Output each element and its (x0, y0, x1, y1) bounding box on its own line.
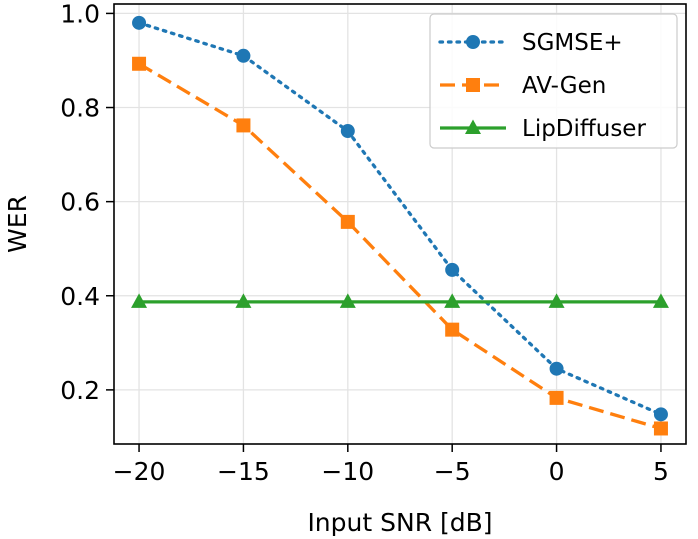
x-tick-label: −10 (321, 457, 374, 486)
legend-marker-av-gen (466, 78, 480, 92)
data-point-lipdiffuser (131, 293, 148, 308)
data-point-av-gen (236, 118, 251, 133)
data-point-lipdiffuser (652, 293, 669, 308)
data-point-lipdiffuser (548, 293, 565, 308)
series-line-sgmse (137, 21, 663, 417)
data-point-av-gen (549, 390, 564, 405)
data-point-sgmse (653, 407, 668, 422)
y-axis-label: WER (3, 195, 32, 253)
data-point-sgmse (236, 48, 251, 63)
ticks: −20 −15 −10 −5 0 5 0.2 0.4 0.6 0.8 1.0 (60, 0, 669, 486)
x-tick-label: −15 (217, 457, 270, 486)
legend-marker-sgmse (466, 35, 480, 49)
plot-frame (113, 3, 687, 445)
data-point-sgmse (549, 361, 564, 376)
data-point-lipdiffuser (444, 293, 461, 308)
x-tick-label: 5 (653, 457, 669, 486)
data-point-av-gen (340, 214, 355, 229)
series-layer (131, 15, 669, 436)
data-point-lipdiffuser (235, 293, 252, 308)
y-tick-label: 0.6 (60, 188, 100, 217)
legend-item-lipdiffuser: LipDiffuser (440, 116, 646, 142)
y-tick-label: 0.4 (60, 282, 100, 311)
data-point-lipdiffuser (339, 293, 356, 308)
x-axis-label: Input SNR [dB] (307, 508, 492, 537)
y-tick-label: 1.0 (60, 0, 100, 28)
series-av-gen (132, 56, 668, 436)
legend-marker-lipdiffuser (465, 119, 481, 134)
data-point-sgmse (445, 262, 460, 277)
series-line-av-gen (138, 62, 662, 431)
x-tick-label: −20 (113, 457, 166, 486)
x-tick-label: 0 (549, 457, 565, 486)
legend-label-sgmse: SGMSE+ (522, 30, 623, 56)
legend-item-sgmse: SGMSE+ (438, 30, 623, 56)
y-tick-label: 0.8 (60, 94, 100, 123)
data-point-sgmse (132, 15, 147, 30)
legend-label-av-gen: AV-Gen (522, 73, 606, 99)
series-lipdiffuser (131, 293, 669, 308)
y-tick-label: 0.2 (60, 376, 100, 405)
legend-item-av-gen: AV-Gen (440, 73, 606, 99)
series-sgmse (132, 15, 668, 422)
x-tick-label: −5 (434, 457, 471, 486)
data-point-av-gen (445, 322, 460, 337)
legend-box (429, 13, 678, 149)
data-point-av-gen (653, 421, 668, 436)
legend: SGMSE+ AV-Gen LipDiffuser (429, 13, 678, 149)
legend-label-lipdiffuser: LipDiffuser (522, 116, 646, 142)
data-point-av-gen (132, 56, 147, 71)
data-point-sgmse (340, 124, 355, 139)
